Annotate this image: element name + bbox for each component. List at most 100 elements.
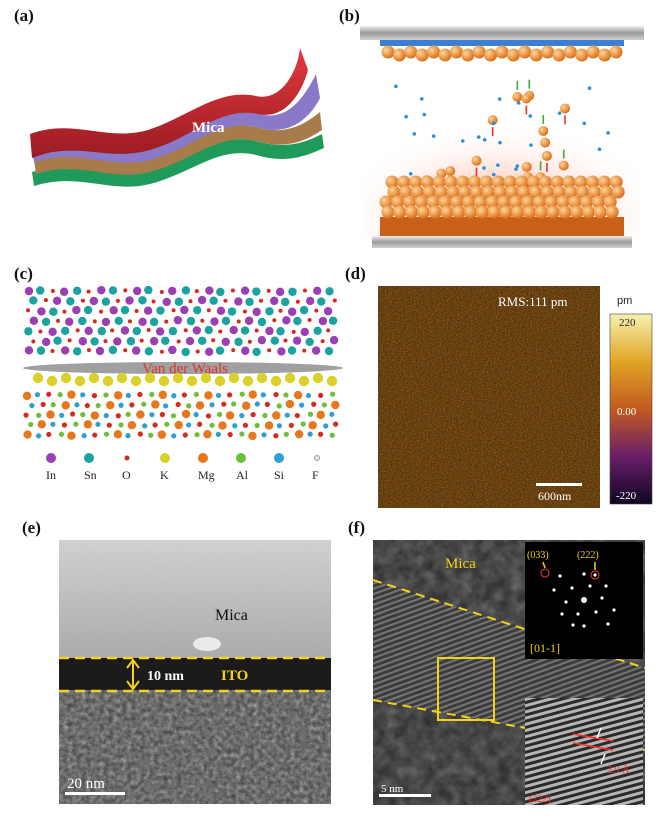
ito-atom [287, 346, 297, 355]
ion-dot [496, 163, 500, 167]
ito-atom [159, 289, 164, 294]
ion-dot [606, 131, 610, 135]
deposited-atom [472, 45, 486, 59]
mica-atom [284, 412, 290, 418]
target-atom [411, 185, 425, 199]
ito-atom [317, 297, 326, 306]
ito-atom [276, 327, 285, 336]
ito-atom [252, 347, 261, 357]
k-atom [130, 375, 142, 387]
ito-atom [134, 308, 139, 313]
mica-atom [299, 402, 305, 408]
target-atom [491, 175, 505, 189]
ito-atom [101, 297, 111, 306]
ito-atom [198, 336, 207, 345]
ito-atom [252, 287, 261, 296]
k-atom [242, 375, 254, 387]
deposited-atom [438, 48, 452, 62]
ito-atom [247, 339, 252, 344]
ito-atom [254, 328, 259, 333]
k-atom [32, 372, 44, 384]
fft-spot-033-marker [540, 568, 550, 578]
mica-atom [209, 422, 215, 428]
ito-atom [146, 328, 151, 333]
deposited-atom [461, 48, 475, 62]
ito-atom [193, 305, 202, 315]
mica-atom [171, 393, 177, 399]
mica-atom [273, 392, 279, 398]
ion-dot [516, 101, 521, 105]
mica-atom [91, 393, 98, 399]
mica-atom [29, 402, 35, 409]
ito-atom [200, 318, 205, 323]
mica-atom [294, 412, 300, 419]
deposited-atom [541, 45, 555, 59]
mica-atom [194, 432, 200, 438]
fft-spot [593, 573, 597, 577]
mica-atom [157, 430, 167, 439]
colorbar-tick-mid: 0.00 [617, 406, 637, 418]
ito-atom [72, 305, 81, 315]
ito-atom [125, 296, 134, 305]
colorbar-tick-bottom: -220 [616, 490, 637, 502]
k-atom [256, 372, 268, 384]
ito-atom [37, 307, 46, 316]
ito-atom [123, 288, 128, 293]
ito-atom [53, 336, 62, 345]
ito-atom [149, 317, 159, 327]
ito-atom [52, 296, 62, 306]
target-atom [393, 205, 407, 219]
mica-atom [209, 402, 215, 408]
ito-atom [149, 336, 159, 346]
target-atom [511, 205, 525, 219]
mica-atom [58, 431, 65, 437]
target-atom [379, 195, 393, 209]
mica-atom [80, 392, 86, 398]
fft-spot [588, 584, 592, 588]
ito-atom [240, 326, 250, 335]
mica-atom [115, 413, 121, 419]
mica-atom [61, 422, 68, 428]
mica-atom [95, 421, 101, 427]
ito-atom [89, 296, 99, 306]
sputtered-atom [512, 91, 523, 102]
target-atom [505, 185, 519, 199]
mica-atom [149, 391, 155, 398]
target-atom [485, 195, 499, 209]
mica-atom [74, 402, 80, 408]
ito-atom [292, 336, 302, 345]
ito-atom [302, 288, 307, 293]
mica-atom [272, 411, 281, 420]
ion-dot [491, 121, 496, 126]
ito-atom [265, 326, 274, 336]
ion-dot [529, 143, 533, 147]
ito-atom [97, 326, 106, 336]
ito-atom [313, 286, 322, 296]
mica-atom [103, 431, 110, 437]
target-atom [422, 185, 436, 199]
ito-atom [138, 317, 147, 327]
legend-swatch-f [314, 455, 320, 461]
target-atom [458, 185, 472, 199]
panel-b-label: (b) [339, 6, 360, 25]
legend-swatch-mg [198, 453, 208, 463]
ito-atom [168, 286, 177, 296]
mica-atom [318, 431, 324, 437]
legend-label-sn: Sn [84, 468, 97, 482]
ito-atom [78, 337, 88, 346]
ito-atom [24, 346, 34, 355]
deposited-atom [529, 48, 543, 62]
k-atom [326, 375, 338, 387]
mica-atom [186, 403, 192, 409]
deposited-atom [404, 45, 418, 59]
target-atom [409, 175, 423, 189]
panel-a-label: (a) [14, 6, 34, 25]
mica-atom [283, 431, 289, 437]
ito-atom [171, 308, 176, 313]
target-atom [487, 205, 501, 219]
ito-atom [266, 288, 271, 293]
mica-layer-purple [32, 74, 320, 163]
mica-atom [193, 412, 199, 418]
fft-spot [560, 612, 564, 616]
ito-atom [300, 327, 309, 337]
